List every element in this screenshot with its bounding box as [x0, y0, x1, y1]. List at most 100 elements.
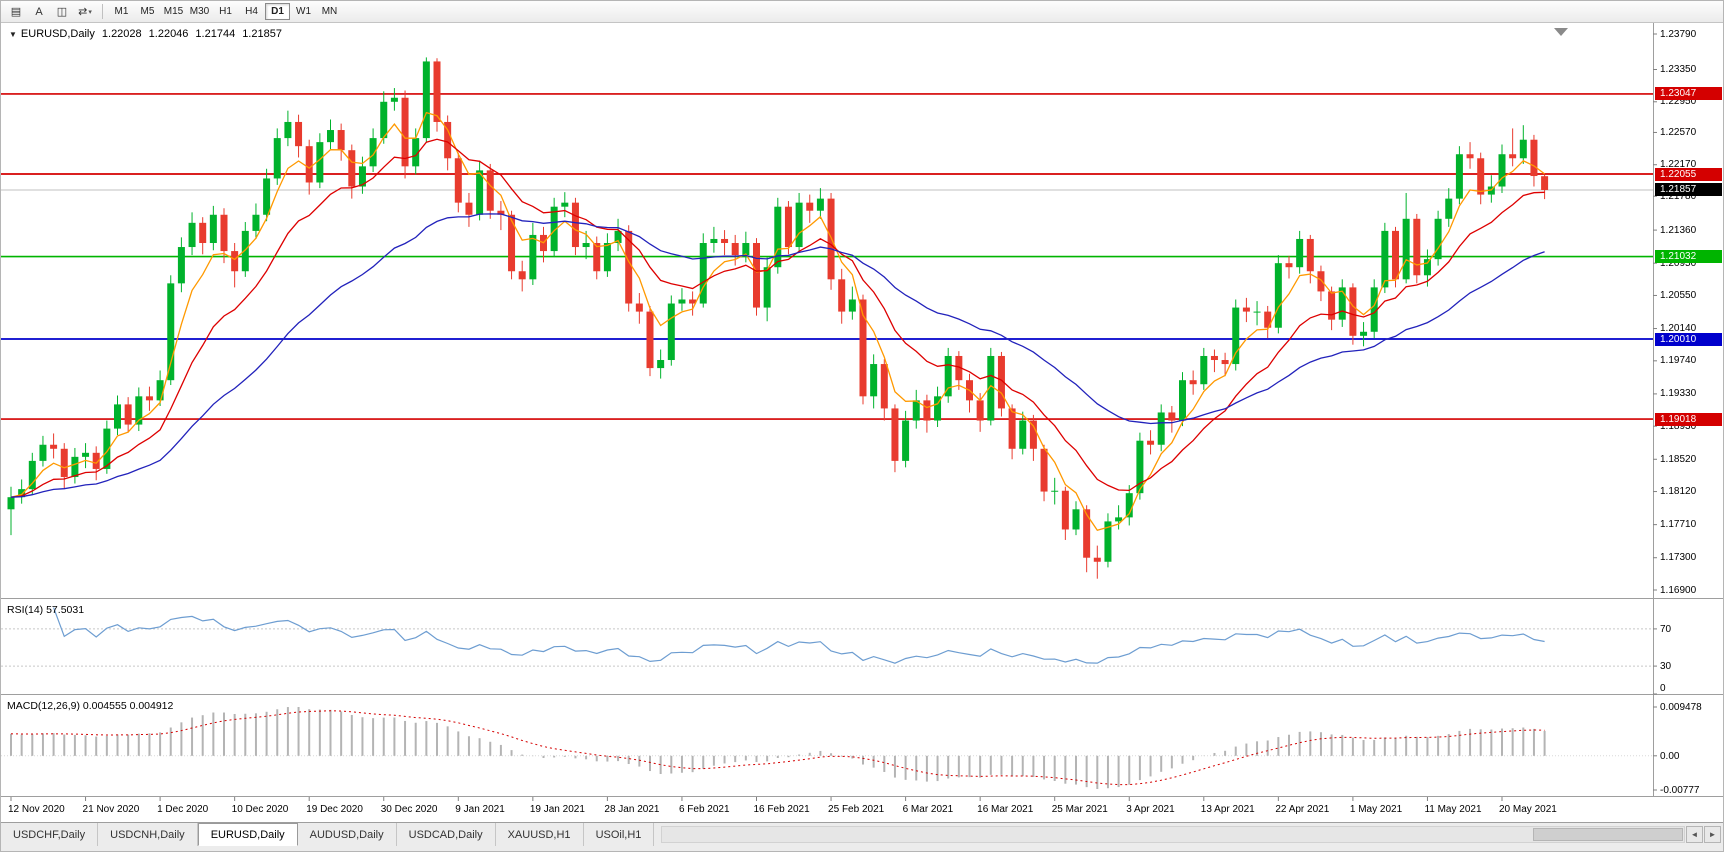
candle-body	[806, 202, 814, 211]
timeframe-button-h1[interactable]: H1	[219, 6, 232, 17]
candle-body	[614, 230, 622, 244]
candle-body	[1413, 218, 1421, 276]
candle-body	[1179, 380, 1186, 421]
timeframe-button-m5[interactable]: M5	[140, 6, 155, 17]
candle-body	[1445, 198, 1453, 219]
symbol-tab-audusd[interactable]: AUDUSD,Daily	[297, 823, 397, 846]
ohlc-open: 1.22028	[101, 28, 142, 40]
symbol-tab-usdcnh[interactable]: USDCNH,Daily	[98, 823, 198, 846]
timeframe-button-m15[interactable]: M15	[163, 6, 184, 17]
shift-scale-tool[interactable]: ⇄ ▾	[74, 3, 96, 21]
candle-body	[1104, 521, 1112, 562]
candle-body	[1541, 176, 1549, 190]
scroll-left-button[interactable]: ◄	[1686, 826, 1703, 843]
candle-body	[603, 243, 611, 272]
candle-body	[1072, 509, 1080, 530]
date-axis-label: 22 Apr 2021	[1275, 804, 1330, 815]
candle-body	[848, 299, 856, 312]
candle-body	[710, 238, 718, 244]
candle-body	[241, 230, 249, 272]
timeframe-button-h4[interactable]: H4	[245, 6, 258, 17]
toolbar: ▤ A ◫ ⇄ ▾ M1 M5 M15 M30 H1 H4 D1 W1 MN	[1, 1, 1723, 23]
timeframe-button-m1[interactable]: M1	[114, 6, 129, 17]
candle-body	[39, 444, 47, 461]
candle-body	[1008, 408, 1016, 449]
price-axis-label: 1.18520	[1660, 453, 1697, 465]
level-price-tag: 1.19018	[1655, 412, 1722, 426]
symbol-tab-eurusd[interactable]: EURUSD,Daily	[197, 823, 298, 846]
scrollbar-thumb[interactable]	[1533, 828, 1683, 841]
candle-body	[1349, 287, 1357, 336]
shift-scale-icon: ⇄	[78, 6, 88, 18]
candle-body	[1530, 139, 1538, 177]
candle-body	[625, 230, 633, 304]
candle-body	[816, 198, 824, 211]
collapse-triangle-icon[interactable]: ▼	[9, 29, 17, 39]
candle-body	[1115, 517, 1123, 522]
candle-body	[454, 158, 462, 203]
candle-body	[593, 243, 601, 272]
ohlc-close: 1.21857	[242, 28, 282, 40]
symbol-tab-xauusd[interactable]: XAUUSD,H1	[495, 823, 584, 846]
chart-frame-icon[interactable]: ◫	[56, 6, 68, 18]
symbol-tab-usoil[interactable]: USOil,H1	[583, 823, 655, 846]
candle-body	[327, 130, 334, 143]
candle-body	[114, 404, 121, 429]
candle-body	[1242, 307, 1250, 312]
symbol-tab-bar: USDCHF,Daily USDCNH,Daily EURUSD,Daily AUDU…	[1, 822, 1723, 851]
candle-body	[902, 420, 910, 461]
candle-body	[82, 452, 90, 457]
candle-body	[401, 97, 409, 167]
candle-body	[465, 202, 473, 215]
rsi-label: RSI(14) 57.5031	[7, 604, 85, 616]
candle-body	[1381, 230, 1389, 288]
date-axis-label: 19 Jan 2021	[529, 804, 585, 815]
candle-body	[550, 206, 558, 252]
candle-body	[1136, 440, 1144, 494]
timeframe-button-d1[interactable]: D1	[265, 3, 290, 20]
candle-body	[188, 222, 196, 248]
candle-body	[220, 214, 228, 252]
timeframe-button-mn[interactable]: MN	[321, 6, 338, 17]
candle-body	[358, 166, 366, 187]
candle-body	[1210, 355, 1218, 361]
symbol-period-label: EURUSD,Daily	[20, 28, 95, 40]
candle-body	[412, 138, 420, 167]
candle-body	[635, 303, 643, 312]
candle-body	[231, 251, 239, 272]
date-axis-label: 12 Nov 2020	[8, 804, 65, 815]
candle-body	[167, 283, 175, 381]
date-axis-label: 9 Jan 2021	[455, 804, 505, 815]
price-axis-label: 1.17300	[1660, 552, 1697, 564]
candle-body	[508, 214, 516, 272]
candle-body	[497, 210, 505, 215]
timeframe-button-w1[interactable]: W1	[296, 6, 311, 17]
timeframe-button-m30[interactable]: M30	[189, 6, 210, 17]
symbol-tab-usdcad[interactable]: USDCAD,Daily	[396, 823, 496, 846]
candle-body	[784, 206, 792, 248]
candle-body	[1392, 230, 1399, 280]
cursor-a-tool[interactable]: A	[35, 5, 43, 18]
scroll-right-button[interactable]: ►	[1704, 826, 1721, 843]
chart-list-icon[interactable]: ▤	[10, 6, 22, 18]
candle-body	[1509, 154, 1517, 159]
ma-slow-line	[10, 213, 1545, 498]
macd-axis-label: -0.00777	[1660, 785, 1700, 796]
candle-body	[1338, 287, 1346, 320]
candle-body	[571, 202, 579, 248]
rsi-line	[53, 607, 1545, 664]
toolbar-separator	[102, 4, 103, 19]
candle-body	[1317, 271, 1325, 292]
level-price-tag: 1.23047	[1655, 87, 1722, 101]
symbol-tab-usdchf[interactable]: USDCHF,Daily	[1, 823, 99, 846]
chart-shift-marker[interactable]	[1554, 28, 1568, 36]
price-axis-label: 1.20950	[1660, 257, 1697, 269]
price-axis-label: 1.23790	[1660, 28, 1697, 40]
candle-body	[444, 121, 452, 159]
horizontal-scrollbar[interactable]	[661, 826, 1685, 843]
candle-body	[997, 355, 1005, 409]
candle-body	[422, 61, 430, 139]
candle-body	[667, 303, 675, 361]
candle-body	[1519, 139, 1527, 159]
